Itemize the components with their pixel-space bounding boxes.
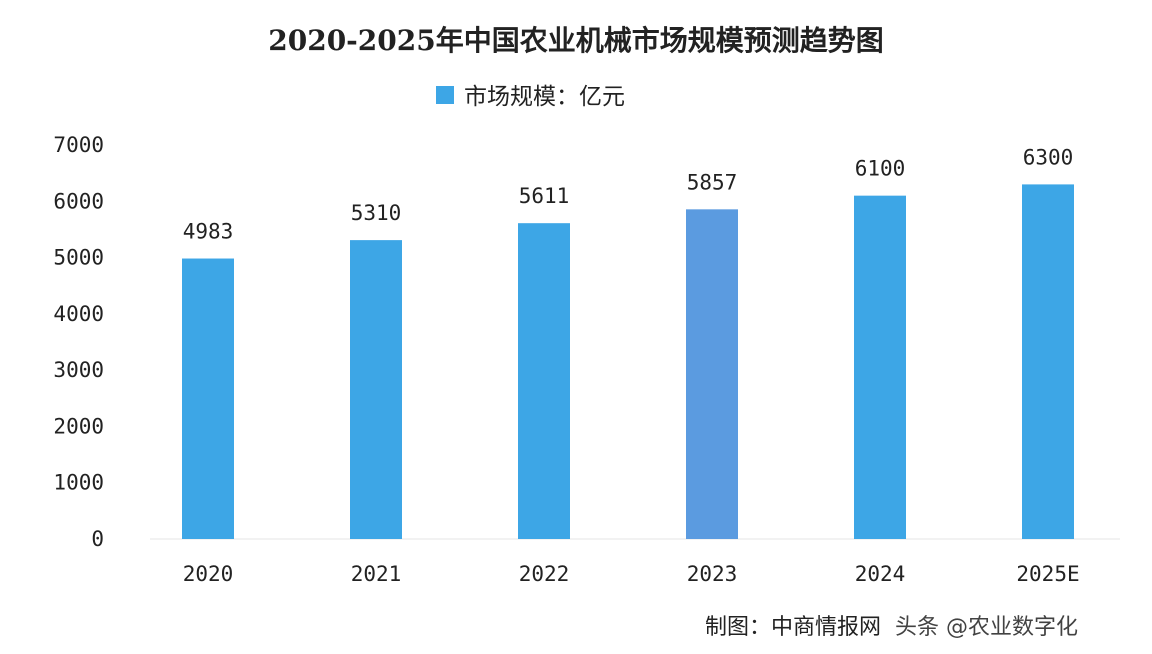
x-axis: 2020 2021 2022 2023 2024 2025E: [183, 562, 1080, 586]
x-tick-label: 2020: [183, 562, 234, 586]
bar: [1022, 184, 1074, 539]
bar: [350, 240, 402, 539]
x-tick-label: 2023: [687, 562, 738, 586]
x-tick-label: 2022: [519, 562, 570, 586]
y-tick-label: 0: [91, 527, 104, 551]
data-label: 5611: [519, 184, 570, 208]
data-label: 6100: [855, 157, 906, 181]
legend: 市场规模：亿元: [436, 84, 625, 110]
data-label: 4983: [183, 220, 234, 244]
bar: [518, 223, 570, 540]
source-note: 制图：中商情报网: [705, 615, 881, 640]
y-tick-label: 3000: [53, 358, 104, 382]
y-tick-label: 1000: [53, 471, 104, 495]
x-tick-label: 2025E: [1016, 562, 1079, 586]
bar: [182, 258, 234, 539]
chart-title: 2020-2025年中国农业机械市场规模预测趋势图: [268, 24, 883, 57]
x-tick-label: 2024: [855, 562, 906, 586]
data-label: 5310: [351, 201, 402, 225]
y-axis: 0 1000 2000 3000 4000 5000 6000 7000: [53, 133, 104, 551]
bars-group: 4983 5310 5611 5857 6100 6300: [182, 145, 1074, 540]
y-tick-label: 6000: [53, 189, 104, 213]
data-label: 6300: [1023, 145, 1074, 169]
bar: [854, 195, 906, 539]
legend-label: 市场规模：亿元: [464, 84, 625, 110]
data-label: 5857: [687, 170, 738, 194]
watermark-text: 头条 @农业数字化: [895, 615, 1078, 640]
y-tick-label: 4000: [53, 302, 104, 326]
y-tick-label: 2000: [53, 414, 104, 438]
bar: [686, 209, 738, 539]
x-tick-label: 2021: [351, 562, 402, 586]
legend-swatch: [436, 86, 454, 104]
y-tick-label: 5000: [53, 246, 104, 270]
y-tick-label: 7000: [53, 133, 104, 157]
